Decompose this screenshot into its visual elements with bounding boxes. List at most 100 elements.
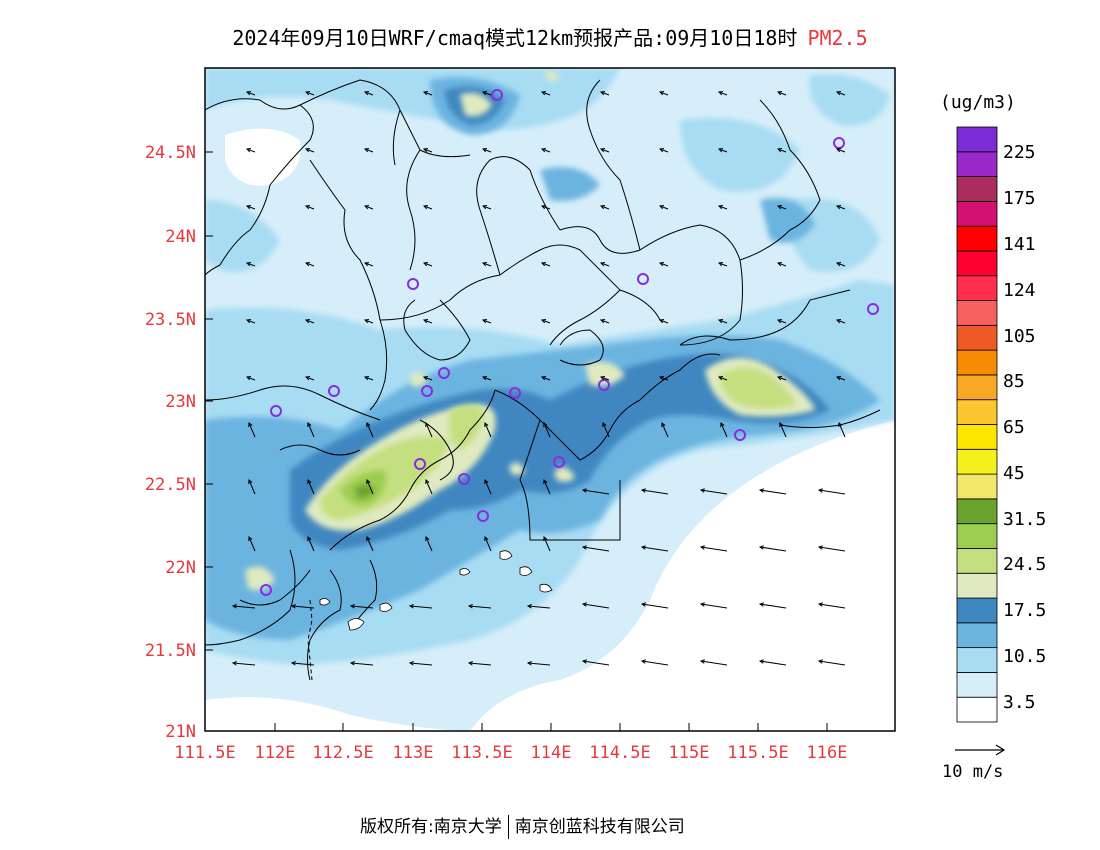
wind-arrow (307, 478, 315, 495)
wind-arrow (581, 602, 610, 609)
lat-label: 23N (165, 392, 196, 412)
station-marker (477, 510, 489, 522)
colorbar-swatch (956, 151, 998, 177)
wind-arrow (776, 91, 787, 96)
wind-arrow (307, 535, 315, 552)
wind-arrow (661, 421, 669, 438)
longitude-axis: 111.5E 112E 112.5E 113E 113.5E 114E 114.5E 115E… (174, 723, 847, 763)
station-marker (491, 89, 503, 101)
wind-arrow (363, 148, 374, 153)
pollutant-label: PM2.5 (807, 26, 868, 50)
wind-vectors (231, 91, 846, 666)
wind-arrow (245, 262, 256, 267)
colorbar-label: 3.5 (1003, 692, 1036, 713)
wind-arrow (467, 604, 492, 609)
wind-arrow (540, 205, 551, 210)
colorbar-swatch (956, 200, 998, 227)
wind-arrow (304, 319, 315, 324)
lon-label: 112E (255, 743, 296, 763)
wind-arrow (366, 478, 374, 495)
latitude-axis: 24.5N 24N 23.5N 23N 22.5N 22N 21.5N 21N (145, 143, 213, 742)
colorbar-swatch (956, 399, 998, 425)
lon-label: 116E (807, 743, 848, 763)
wind-arrow (481, 319, 492, 324)
lat-label: 23.5N (145, 310, 196, 330)
wind-arrow (363, 319, 374, 324)
wind-arrow (835, 148, 846, 153)
wind-arrow (758, 659, 787, 666)
wind-arrow (422, 262, 433, 267)
wind-arrow (640, 488, 669, 495)
wind-arrow (835, 91, 846, 96)
wind-arrow (245, 376, 256, 381)
colorbar-label: 85 (1003, 371, 1025, 392)
station-marker (833, 137, 845, 149)
wind-arrow (484, 535, 492, 552)
wind-arrow (245, 148, 256, 153)
lat-label: 22N (165, 558, 196, 578)
wind-arrow (758, 488, 787, 495)
wind-arrow (599, 91, 610, 96)
wind-arrow (349, 604, 374, 609)
wind-arrow (717, 148, 728, 153)
wind-arrow (349, 661, 374, 666)
wind-arrow (776, 205, 787, 210)
wind-arrow (658, 262, 669, 267)
colorbar-swatch (956, 225, 998, 252)
colorbar-swatch (956, 250, 998, 277)
colorbar-label: 124 (1003, 280, 1036, 301)
wind-arrow (408, 604, 433, 609)
station-marker (438, 367, 450, 379)
wind-arrow (658, 91, 669, 96)
wind-arrow (581, 488, 610, 495)
copyright-owner: 版权所有:南京大学 (360, 817, 502, 837)
station-marker (270, 405, 282, 417)
lat-label: 21.5N (145, 641, 196, 661)
wind-arrow (481, 205, 492, 210)
wind-arrow (481, 148, 492, 153)
colorbar-swatch (956, 424, 998, 450)
wind-arrow (484, 478, 492, 495)
wind-arrow (717, 91, 728, 96)
boundaries (205, 79, 881, 681)
wind-arrow (540, 319, 551, 324)
wind-arrow (248, 478, 256, 495)
station-marker (414, 458, 426, 470)
colorbar-label: 10.5 (1003, 646, 1046, 667)
wind-arrow (363, 376, 374, 381)
wind-arrow (699, 659, 728, 666)
map-frame (204, 67, 896, 732)
wind-arrow (245, 91, 256, 96)
lat-label: 24N (165, 227, 196, 247)
wind-arrow (467, 661, 492, 666)
wind-arrow (422, 91, 433, 96)
wind-arrow (540, 148, 551, 153)
wind-arrow (304, 205, 315, 210)
wind-arrow (304, 262, 315, 267)
station-marker (637, 273, 649, 285)
wind-arrow (290, 604, 315, 609)
wind-arrow (720, 421, 728, 438)
lon-label: 111.5E (174, 743, 235, 763)
lon-label: 113E (393, 743, 434, 763)
footer-divider (507, 815, 509, 839)
station-marker (458, 473, 470, 485)
wind-arrow (835, 205, 846, 210)
wind-arrow (425, 478, 433, 495)
wind-arrow (717, 376, 728, 381)
wind-arrow (817, 488, 846, 495)
lon-label: 114E (531, 743, 572, 763)
wind-arrow (599, 148, 610, 153)
wind-arrow (658, 148, 669, 153)
wind-arrow (758, 545, 787, 552)
wind-arrow (835, 262, 846, 267)
colorbar-swatch (956, 548, 998, 574)
wind-arrow (231, 661, 256, 666)
lon-label: 113.5E (451, 743, 512, 763)
station-marker (407, 278, 419, 290)
wind-arrow (408, 661, 433, 666)
colorbar-swatch (956, 672, 998, 698)
wind-arrow (526, 604, 551, 609)
colorbar-unit: (ug/m3) (940, 92, 1016, 113)
wind-reference-label: 10 m/s (942, 762, 1004, 782)
